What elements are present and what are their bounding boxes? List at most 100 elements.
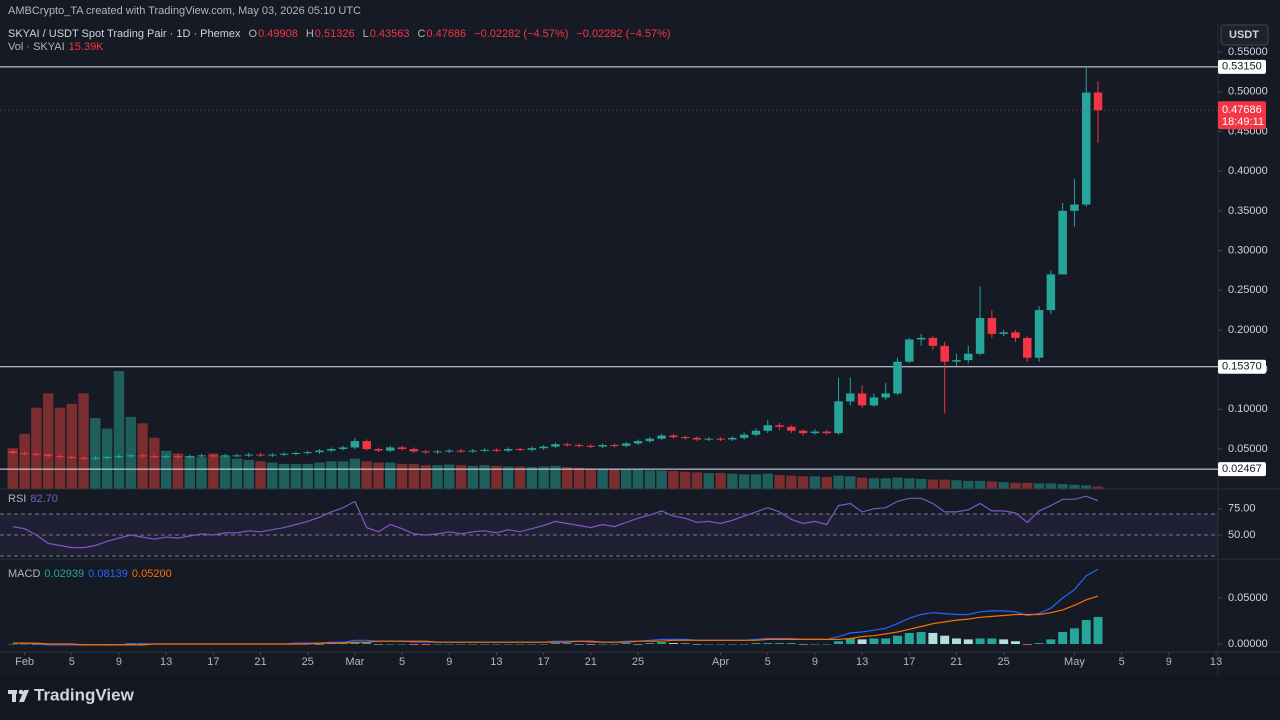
macd-histogram-bar — [315, 643, 324, 645]
candle-body — [787, 426, 796, 431]
attribution: AMBCrypto_TA created with TradingView.co… — [8, 5, 361, 17]
macd-histogram-bar — [1058, 632, 1068, 644]
candle-body — [857, 393, 867, 406]
candle-body — [338, 447, 348, 450]
candle-body — [1011, 332, 1020, 338]
volume-bar — [562, 467, 573, 489]
volume-bar — [833, 475, 844, 489]
volume-bar — [644, 470, 655, 489]
macd-histogram-bar — [1093, 616, 1103, 644]
volume-bar — [290, 463, 302, 489]
volume-bar — [738, 474, 750, 489]
macd-histogram-bar — [586, 643, 596, 645]
volume-bar — [691, 472, 703, 489]
macd-histogram-bar — [539, 643, 549, 645]
volume-bar — [373, 462, 384, 489]
y-tick-label: 0.20000 — [1228, 324, 1268, 336]
macd-histogram-bar — [869, 638, 879, 644]
candle-body — [114, 456, 124, 458]
candle-body — [362, 441, 371, 450]
macd-line — [12, 595, 1099, 646]
x-tick-label: 13 — [856, 656, 868, 668]
macd-histogram-bar — [822, 643, 832, 645]
macd-histogram-bar — [963, 639, 973, 644]
candle-body — [916, 337, 926, 340]
brand-logo — [8, 689, 29, 702]
candle-body — [515, 449, 525, 451]
macd-histogram-bar — [916, 632, 926, 644]
x-tick-label: 9 — [812, 656, 818, 668]
candle-body — [456, 450, 466, 452]
candle-body — [173, 456, 183, 458]
horizontal-line-label-box — [1218, 359, 1266, 374]
candle-body — [610, 445, 619, 447]
candle-body — [893, 361, 902, 394]
macd-histogram-bar — [810, 643, 820, 645]
candle-body — [704, 438, 714, 440]
macd-histogram-bar — [668, 643, 678, 644]
macd-histogram-bar — [716, 643, 726, 645]
volume-bar — [892, 477, 903, 489]
legend-value: 0.49908 — [258, 28, 298, 40]
volume-bar — [184, 456, 195, 489]
x-tick-label: 25 — [302, 656, 314, 668]
macd-histogram-bar — [444, 643, 454, 645]
volume-bar — [986, 481, 998, 489]
horizontal-line-label-box — [1218, 59, 1266, 74]
candle-body — [102, 456, 112, 458]
candle-body — [739, 434, 749, 438]
volume-bar — [609, 469, 620, 489]
volume-bar — [632, 469, 644, 489]
macd-hist-value: 0.02939 — [44, 568, 85, 580]
candle-body — [268, 454, 277, 456]
volume-bar — [762, 473, 773, 489]
candle-body — [987, 318, 997, 334]
macd-histogram-bar — [350, 642, 360, 644]
volume-bar — [302, 463, 313, 489]
macd-histogram-bar — [20, 643, 30, 645]
volume-bar — [444, 464, 455, 489]
volume-bar — [821, 476, 832, 489]
candle-body — [1058, 210, 1067, 275]
macd-histogram-bar — [598, 643, 608, 645]
candle-body — [940, 345, 949, 362]
volume-bar — [1010, 482, 1021, 489]
volume-bar — [337, 461, 349, 489]
candle-body — [952, 360, 961, 362]
volume-bar — [278, 463, 290, 489]
candle-body — [126, 455, 136, 457]
macd-histogram-bar — [456, 643, 466, 645]
rsi-line — [12, 495, 1099, 549]
y-tick-label: 0.50000 — [1228, 86, 1268, 98]
macd-name: MACD — [8, 568, 41, 580]
volume-bar — [974, 480, 986, 489]
legend-value: 0.51326 — [314, 28, 355, 40]
volume-bar — [314, 462, 325, 489]
legend-key: C — [417, 28, 426, 40]
macd-histogram-bar — [609, 643, 619, 645]
candle-body — [964, 353, 973, 361]
volume-bar — [455, 465, 467, 489]
x-tick-label: 17 — [903, 656, 915, 668]
macd-histogram-bar — [798, 643, 808, 645]
candle-body — [409, 449, 419, 452]
x-tick-label: Mar — [345, 656, 364, 668]
volume-bar — [1069, 484, 1080, 489]
candle-body — [256, 454, 265, 456]
volume-bar — [880, 478, 891, 489]
candle-body — [327, 449, 336, 451]
candle-body — [751, 430, 761, 435]
macd-histogram-bar — [621, 643, 631, 644]
candle-body — [185, 456, 194, 458]
candle-body — [775, 425, 784, 427]
volume-bar — [113, 371, 125, 489]
volume-name: Vol · SKYAI — [8, 41, 65, 53]
signal-line-value: 0.05200 — [131, 568, 172, 580]
candle-body — [621, 443, 631, 446]
macd-histogram-bar — [362, 642, 372, 644]
macd-histogram-bar — [940, 635, 950, 644]
candle-body — [928, 337, 938, 346]
volume-bar — [514, 466, 526, 489]
x-tick-label: 21 — [950, 656, 962, 668]
